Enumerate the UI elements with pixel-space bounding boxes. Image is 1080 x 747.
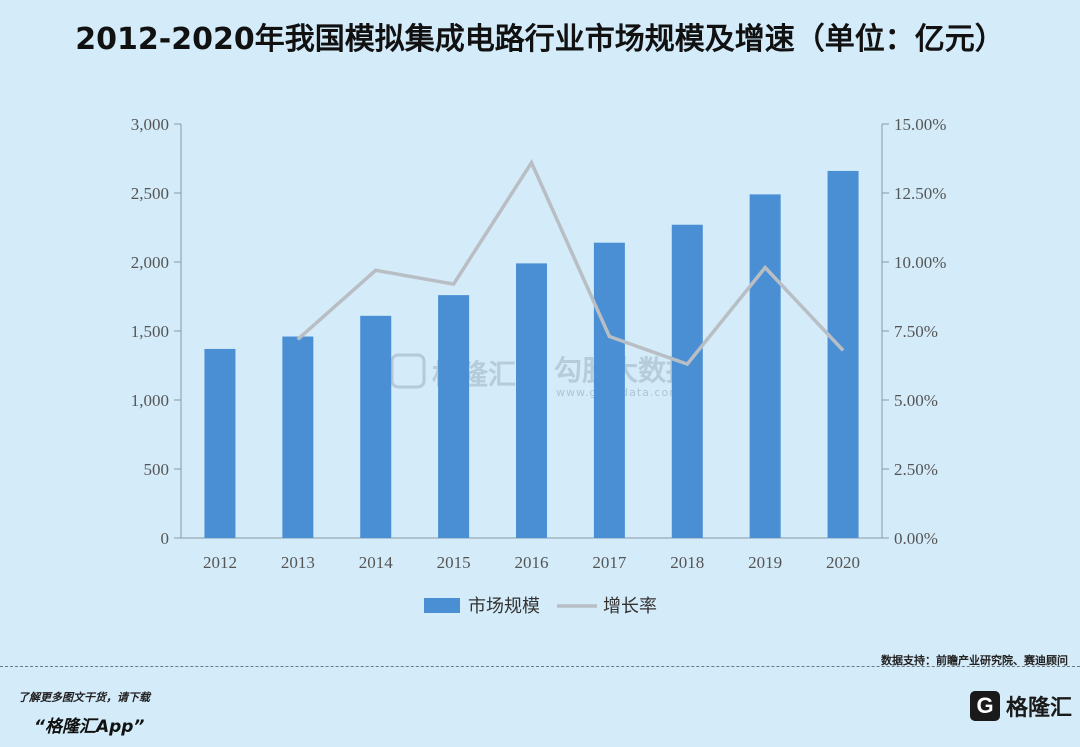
bar — [671, 224, 703, 539]
line-point — [375, 269, 377, 271]
chart: 格隆汇勾股大数据www.gogudata.com 05001,0001,5002… — [131, 115, 947, 617]
y-right-tick-label: 7.50% — [894, 322, 938, 341]
promo-app-name[interactable]: “格隆汇App” — [34, 717, 145, 737]
y-right-tick-label: 5.00% — [894, 391, 938, 410]
bar — [204, 348, 236, 538]
x-tick-label: 2020 — [826, 553, 860, 572]
x-tick-label: 2019 — [748, 553, 782, 572]
line-point — [453, 283, 455, 285]
y-right-tick-label: 15.00% — [894, 115, 946, 134]
y-left-tick-label: 0 — [161, 529, 170, 548]
line-point — [608, 336, 610, 338]
y-right-tick-label: 12.50% — [894, 184, 946, 203]
legend-line-label: 增长率 — [603, 596, 657, 617]
axes: 0 500 1,000 1,500 2,000 2,500 3,000 0.00% 2.50% 5… — [131, 115, 947, 572]
brand: G 格隆汇 — [970, 690, 1072, 722]
line-series — [296, 158, 845, 367]
line-point — [297, 338, 299, 340]
y-left-tick-label: 1,000 — [131, 391, 169, 410]
y-left-tick-label: 2,000 — [131, 253, 169, 272]
x-tick-label: 2017 — [592, 553, 627, 572]
chart-title: 2012-2020年我国模拟集成电路行业市场规模及增速（单位：亿元） — [75, 22, 1005, 57]
legend-bar-swatch — [424, 598, 460, 613]
bar — [282, 336, 314, 538]
watermark-logo-icon — [390, 353, 426, 389]
line-point — [531, 162, 532, 164]
y-right-tick-label: 0.00% — [894, 529, 938, 548]
data-source: 数据支持：前瞻产业研究院、赛迪顾问 — [881, 654, 1068, 667]
bar — [360, 315, 392, 538]
brand-logo-icon: G — [970, 691, 1000, 721]
bar — [827, 170, 859, 539]
bar — [516, 263, 547, 538]
line-point — [842, 349, 844, 351]
y-right-tick-label: 2.50% — [894, 460, 938, 479]
x-tick-label: 2016 — [515, 553, 549, 572]
x-tick-label: 2018 — [670, 553, 704, 572]
line-point — [764, 267, 766, 269]
legend-bar-label: 市场规模 — [468, 596, 540, 617]
line-point — [686, 363, 688, 365]
growth-rate-line — [296, 158, 845, 367]
y-left-tick-label: 1,500 — [131, 322, 169, 341]
footer-divider — [0, 666, 1080, 667]
x-tick-label: 2013 — [281, 553, 315, 572]
bar — [749, 194, 781, 538]
x-tick-label: 2014 — [359, 553, 394, 572]
brand-name: 格隆汇 — [1006, 696, 1073, 721]
bar — [438, 295, 470, 538]
y-right-tick-label: 10.00% — [894, 253, 946, 272]
y-left-tick-label: 500 — [144, 460, 170, 479]
y-left-tick-label: 2,500 — [131, 184, 169, 203]
y-left-tick-label: 3,000 — [131, 115, 169, 134]
bar — [593, 242, 625, 538]
promo-text: 了解更多图文干货，请下载 — [18, 691, 150, 704]
x-tick-label: 2015 — [437, 553, 471, 572]
legend: 市场规模 增长率 — [424, 596, 657, 617]
x-tick-label: 2012 — [203, 553, 237, 572]
bar-series — [204, 170, 859, 539]
